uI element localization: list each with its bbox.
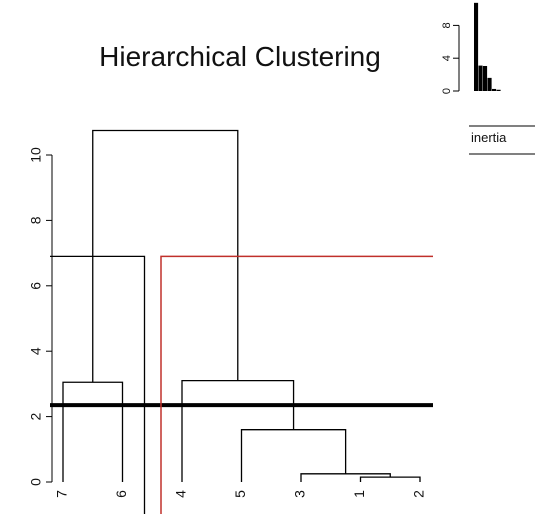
y-tick-label: 6 — [28, 282, 44, 290]
inertia-bar — [492, 88, 497, 91]
y-tick-label: 10 — [28, 147, 44, 163]
leaf-label: 4 — [173, 490, 189, 498]
leaf-label: 3 — [292, 490, 308, 498]
dendrogram-link — [181, 379, 295, 482]
inertia-bar — [483, 65, 488, 91]
inertia-y-tick-label: 4 — [441, 55, 453, 61]
y-tick-label: 2 — [28, 412, 44, 420]
y-axis: 0 2 4 6 8 10 — [28, 147, 53, 486]
inertia-bar — [487, 77, 492, 91]
cut-line-upper — [160, 255, 433, 514]
inertia-bars — [474, 2, 501, 92]
inertia-bar — [474, 2, 479, 92]
inertia-y-axis: 0 4 8 — [441, 22, 460, 94]
leaf-label: 5 — [232, 490, 248, 498]
inertia-inset: 0 4 8 inertia — [441, 2, 535, 155]
y-tick-label: 8 — [28, 216, 44, 224]
extra-branch — [50, 255, 146, 514]
leaf-label: 7 — [54, 490, 70, 498]
leaf-label: 6 — [113, 490, 129, 498]
inertia-label: inertia — [471, 130, 507, 145]
dendrogram-link — [359, 476, 421, 482]
dendrogram-link — [300, 473, 391, 482]
inertia-bar — [478, 65, 483, 91]
dendrogram-link — [62, 381, 124, 482]
chart-title: Hierarchical Clustering — [99, 41, 381, 72]
cut-lines — [50, 255, 433, 514]
dendrogram-plot: 0 2 4 6 8 10 7 6 4 5 3 1 2 — [28, 129, 433, 514]
leaf-label: 1 — [351, 490, 367, 498]
y-tick-label: 4 — [28, 347, 44, 355]
leaf-labels: 7 6 4 5 3 1 2 — [54, 490, 427, 498]
inertia-y-tick-label: 8 — [441, 22, 453, 28]
leaf-label: 2 — [411, 490, 427, 498]
inertia-bar — [496, 89, 501, 91]
y-tick-label: 0 — [28, 478, 44, 486]
dendrogram-branches — [50, 129, 421, 514]
inertia-y-tick-label: 0 — [441, 88, 453, 94]
